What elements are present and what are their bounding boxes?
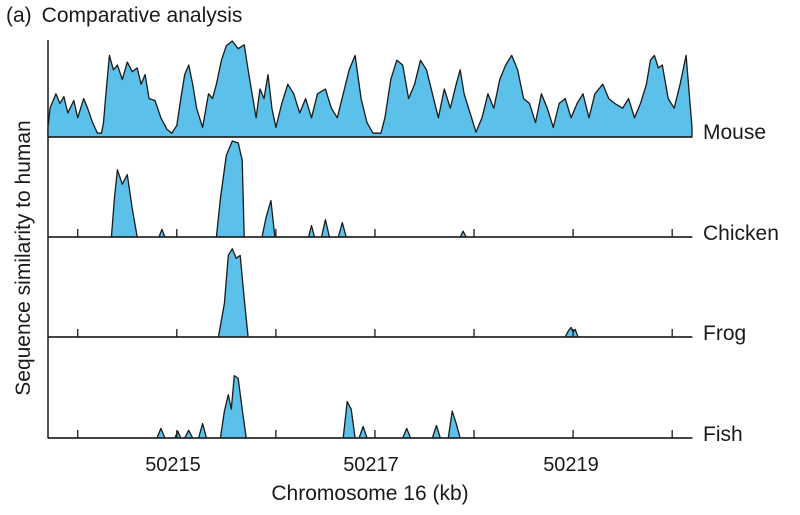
series-label-mouse: Mouse [703, 121, 767, 144]
x-axis-label: Chromosome 16 (kb) [271, 482, 469, 505]
title-text: Comparative analysis [41, 4, 243, 27]
series-label-frog: Frog [703, 322, 747, 345]
chart-title: (a) Comparative analysis [6, 4, 242, 28]
x-tick-label-2: 50217 [343, 454, 399, 476]
panel-label: (a) [6, 4, 32, 27]
panel-chicken [47, 140, 693, 238]
series-area-fish [47, 374, 693, 439]
series-area-mouse [47, 40, 693, 138]
panel-mouse [47, 40, 693, 138]
series-area-chicken [47, 140, 693, 238]
series-label-fish: Fish [703, 423, 743, 446]
x-tick-label-3: 50219 [543, 454, 599, 476]
series-label-chicken: Chicken [703, 222, 779, 245]
panel-fish [47, 374, 693, 439]
x-tick-label-1: 50215 [145, 454, 201, 476]
series-area-frog [47, 248, 693, 338]
panel-frog [47, 248, 693, 338]
